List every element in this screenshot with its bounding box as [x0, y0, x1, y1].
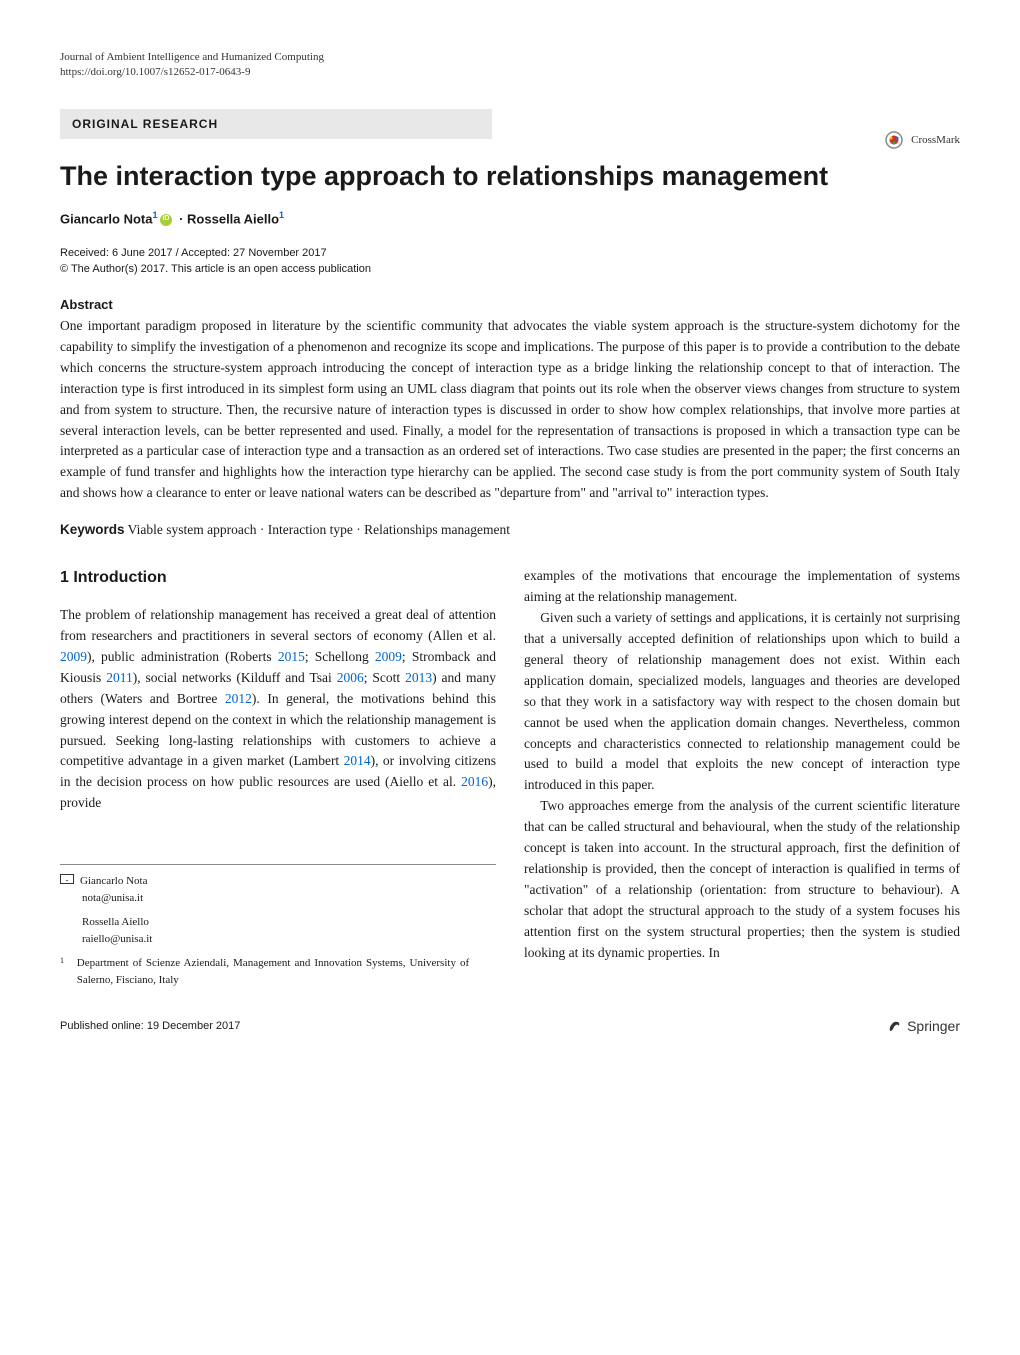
crossmark-badge[interactable]: CrossMark — [885, 131, 960, 149]
section-1-heading: 1 Introduction — [60, 566, 496, 591]
journal-header: Journal of Ambient Intelligence and Huma… — [60, 50, 960, 81]
published-date: Published online: 19 December 2017 — [60, 1020, 240, 1032]
orcid-icon[interactable] — [160, 214, 172, 226]
corresponding-author: Giancarlo Nota nota@unisa.it — [60, 873, 496, 906]
article-type-bar: ORIGINAL RESEARCH — [60, 109, 492, 139]
intro-paragraph-1-cont: examples of the motivations that encoura… — [524, 566, 960, 608]
author-separator: · — [175, 211, 187, 226]
right-column: examples of the motivations that encoura… — [524, 566, 960, 988]
author-2-name: Rossella Aiello — [82, 914, 496, 931]
author-2[interactable]: Rossella Aiello — [187, 211, 279, 226]
citation-link[interactable]: 2016 — [461, 774, 488, 789]
doi-link[interactable]: https://doi.org/10.1007/s12652-017-0643-… — [60, 65, 960, 80]
article-title: The interaction type approach to relatio… — [60, 161, 960, 192]
copyright-line: © The Author(s) 2017. This article is an… — [60, 262, 960, 277]
citation-link[interactable]: 2013 — [405, 670, 432, 685]
intro-paragraph-2: Given such a variety of settings and app… — [524, 608, 960, 796]
springer-horse-icon — [887, 1018, 903, 1034]
author-info-block: Giancarlo Nota nota@unisa.it Rossella Ai… — [60, 864, 496, 988]
author-1[interactable]: Giancarlo Nota — [60, 211, 152, 226]
intro-paragraph-3: Two approaches emerge from the analysis … — [524, 796, 960, 963]
received-accepted: Received: 6 June 2017 / Accepted: 27 Nov… — [60, 246, 960, 261]
corresp-email[interactable]: nota@unisa.it — [82, 890, 496, 907]
citation-link[interactable]: 2006 — [337, 670, 364, 685]
article-type: ORIGINAL RESEARCH — [72, 117, 218, 131]
springer-logo[interactable]: Springer — [887, 1018, 960, 1034]
keywords-label: Keywords — [60, 522, 125, 537]
crossmark-icon — [885, 131, 903, 149]
author-2-email[interactable]: raiello@unisa.it — [82, 931, 496, 948]
author-2-affil[interactable]: 1 — [279, 210, 284, 220]
keywords-line: Keywords Viable system approach · Intera… — [60, 522, 960, 538]
citation-link[interactable]: 2012 — [225, 691, 252, 706]
citation-link[interactable]: 2011 — [106, 670, 133, 685]
crossmark-text: CrossMark — [911, 134, 960, 146]
intro-paragraph-1: The problem of relationship management h… — [60, 605, 496, 814]
citation-link[interactable]: 2009 — [375, 649, 402, 664]
citation-link[interactable]: 2015 — [278, 649, 305, 664]
page-footer: Published online: 19 December 2017 Sprin… — [60, 1018, 960, 1034]
journal-name: Journal of Ambient Intelligence and Huma… — [60, 50, 960, 65]
authors-line: Giancarlo Nota1 · Rossella Aiello1 — [60, 210, 960, 226]
citation-link[interactable]: 2009 — [60, 649, 87, 664]
keywords-text: Viable system approach · Interaction typ… — [125, 522, 510, 537]
abstract-heading: Abstract — [60, 297, 960, 312]
corresp-name: Giancarlo Nota — [80, 875, 148, 887]
left-column: 1 Introduction The problem of relationsh… — [60, 566, 496, 988]
citation-link[interactable]: 2014 — [344, 753, 371, 768]
envelope-icon — [60, 874, 74, 884]
affil-text: Department of Scienze Aziendali, Managem… — [77, 955, 469, 988]
affiliation: 1 Department of Scienze Aziendali, Manag… — [60, 955, 496, 988]
dates-block: Received: 6 June 2017 / Accepted: 27 Nov… — [60, 246, 960, 277]
publisher-name: Springer — [907, 1018, 960, 1034]
author-1-affil[interactable]: 1 — [152, 210, 157, 220]
abstract-text: One important paradigm proposed in liter… — [60, 316, 960, 504]
author-2-info: Rossella Aiello raiello@unisa.it — [82, 914, 496, 947]
affil-number: 1 — [60, 956, 64, 965]
